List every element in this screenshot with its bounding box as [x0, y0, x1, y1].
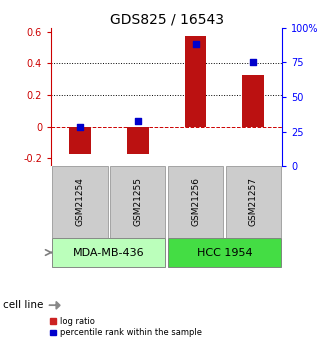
Title: GDS825 / 16543: GDS825 / 16543 — [110, 12, 224, 27]
Bar — [52, 166, 108, 238]
Text: cell line: cell line — [3, 300, 44, 310]
Text: MDA-MB-436: MDA-MB-436 — [73, 247, 145, 257]
Text: HCC 1954: HCC 1954 — [197, 247, 252, 257]
Bar — [242, 75, 264, 127]
Bar — [69, 127, 91, 155]
Bar — [110, 166, 165, 238]
Text: GSM21255: GSM21255 — [133, 177, 142, 226]
Bar — [52, 238, 165, 267]
Bar — [168, 238, 281, 267]
Bar — [225, 166, 281, 238]
Point — [135, 118, 140, 123]
Point — [193, 41, 198, 47]
Text: GSM21254: GSM21254 — [76, 178, 84, 226]
Point — [77, 125, 82, 130]
Bar — [184, 36, 207, 127]
Bar — [127, 127, 149, 155]
Point — [251, 60, 256, 65]
Text: GSM21256: GSM21256 — [191, 177, 200, 226]
Bar — [168, 166, 223, 238]
Text: GSM21257: GSM21257 — [249, 177, 258, 226]
Legend: log ratio, percentile rank within the sample: log ratio, percentile rank within the sa… — [50, 317, 202, 337]
